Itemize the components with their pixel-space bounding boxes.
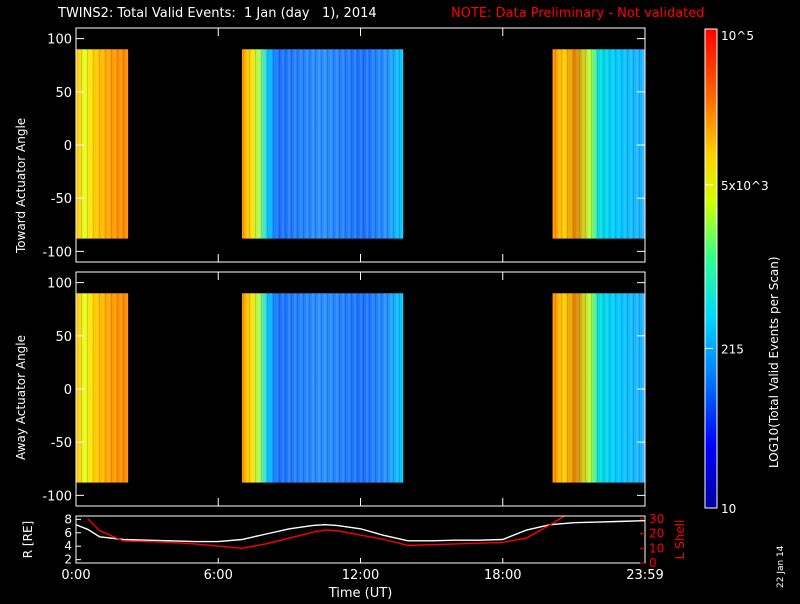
y-tick-label: -50 (51, 436, 72, 451)
y-tick-label: -100 (42, 245, 72, 260)
colorbar-layer: 10 215 5x10^3 10^5 (704, 28, 769, 516)
heatmap-block-texture (241, 49, 404, 239)
lshell-line (87, 515, 565, 550)
y-tick-label: 50 (55, 330, 72, 345)
preliminary-note: NOTE: Data Preliminary - Not validated (451, 6, 705, 21)
time-tick-label: 0:00 (61, 568, 90, 583)
time-tick-label: 23:59 (626, 568, 663, 583)
y-tick-label: 50 (55, 86, 72, 101)
y-tick-label: -50 (51, 192, 72, 207)
heatmap-block-texture (76, 293, 129, 483)
colorbar-tick-label: 5x10^3 (721, 179, 769, 193)
page-title: TWINS2: Total Valid Events: 1 Jan (day 1… (58, 6, 377, 21)
heatmap-block-texture (552, 293, 645, 483)
heatmap-layer (76, 28, 645, 506)
lshell-axis-label: L Shell (673, 520, 687, 560)
colorbar-label: LOG10(Total Valid Events per Scan) (767, 256, 781, 468)
lshell-tick-label: 10 (649, 541, 664, 555)
time-tick-label: 6:00 (204, 568, 233, 583)
y-tick-label: 100 (47, 277, 72, 292)
colorbar-tick-label: 10^5 (721, 29, 754, 43)
radius-line (75, 520, 646, 543)
y-tick-label: 0 (64, 139, 72, 154)
y-tick-label: 0 (64, 383, 72, 398)
r-tick-label: 2 (64, 553, 72, 567)
colorbar-gradient (704, 28, 718, 509)
time-tick-label: 12:00 (342, 568, 379, 583)
middle-panel-ylabel: Away Actuator Angle (14, 334, 28, 460)
time-axis-label: Time (UT) (328, 586, 393, 600)
lshell-tick-label: 30 (649, 512, 664, 526)
colorbar-tick-label: 215 (721, 342, 744, 356)
r-tick-label: 8 (64, 512, 72, 526)
heatmap-block-texture (76, 49, 129, 239)
time-tick-label: 18:00 (484, 568, 521, 583)
y-tick-label: 100 (47, 33, 72, 48)
heatmap-block-texture (241, 293, 404, 483)
axes-layer: 100500-50-100100500-50-100246801020300:0… (21, 27, 687, 601)
orbit-line-layer (75, 515, 646, 550)
y-tick-label: -100 (42, 489, 72, 504)
date-stamp: 22 Jan 14 (776, 545, 786, 589)
line-panel-frame (75, 515, 646, 564)
radius-axis-label: R [RE] (21, 521, 35, 558)
lshell-tick-label: 20 (649, 527, 664, 541)
top-panel-ylabel: Toward Actuator Angle (14, 117, 28, 253)
lshell-tick-label: 0 (649, 556, 657, 570)
r-tick-label: 6 (64, 526, 72, 540)
colorbar-tick-label: 10 (721, 502, 736, 516)
heatmap-block-texture (552, 49, 645, 239)
r-tick-label: 4 (64, 539, 72, 553)
